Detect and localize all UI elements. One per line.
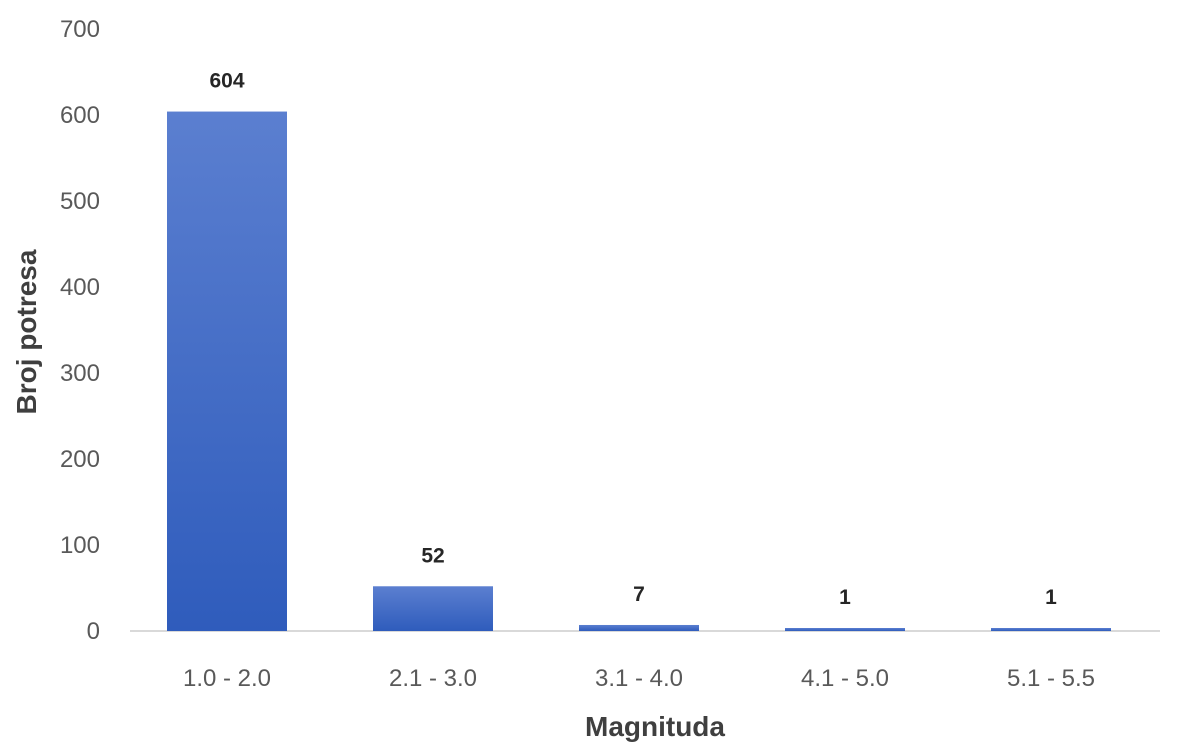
y-tick-label: 300 — [60, 360, 100, 387]
y-tick-label: 400 — [60, 274, 100, 301]
bar — [167, 111, 287, 631]
bar-value-label: 52 — [421, 544, 444, 567]
x-tick-label: 5.1 - 5.5 — [1007, 665, 1095, 692]
bar-value-label: 1 — [839, 586, 851, 609]
y-axis-title: Broj potresa — [11, 249, 42, 414]
bar — [991, 628, 1111, 631]
y-tick-label: 600 — [60, 102, 100, 129]
x-tick-label: 4.1 - 5.0 — [801, 665, 889, 692]
x-axis: 1.0 - 2.0 2.1 - 3.0 3.1 - 4.0 4.1 - 5.0 5.1 … — [183, 665, 1095, 692]
bar-value-label: 604 — [209, 70, 244, 93]
bar — [785, 628, 905, 631]
y-tick-label: 200 — [60, 446, 100, 473]
y-tick-label: 700 — [60, 16, 100, 43]
y-axis: 0 100 200 300 400 500 600 700 — [60, 16, 100, 645]
y-tick-label: 500 — [60, 188, 100, 215]
y-tick-label: 100 — [60, 532, 100, 559]
bar — [373, 586, 493, 631]
x-tick-label: 3.1 - 4.0 — [595, 665, 683, 692]
bar-series: 604 52 7 1 1 — [167, 70, 1111, 631]
x-tick-label: 2.1 - 3.0 — [389, 665, 477, 692]
y-tick-label: 0 — [87, 618, 100, 645]
x-tick-label: 1.0 - 2.0 — [183, 665, 271, 692]
bar-value-label: 7 — [633, 583, 645, 606]
bar-value-label: 1 — [1045, 586, 1057, 609]
x-axis-title: Magnituda — [585, 711, 725, 742]
bar — [579, 624, 699, 631]
